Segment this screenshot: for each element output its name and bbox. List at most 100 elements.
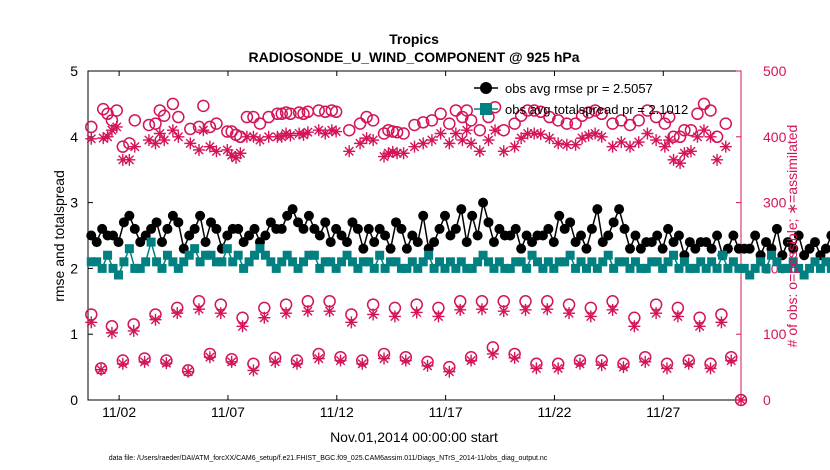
- obs-assimilated-marker: [486, 347, 499, 360]
- obs-possible-marker: [142, 118, 156, 132]
- rmse-point: [673, 230, 684, 241]
- rmse-point: [445, 230, 456, 241]
- rmse-point: [325, 237, 336, 248]
- rmse-point: [804, 243, 815, 254]
- obs-assimilated-marker: [617, 361, 630, 374]
- spread-point: [304, 250, 314, 260]
- obs-assimilated-marker: [128, 140, 141, 153]
- spread-point: [560, 257, 570, 267]
- rmse-point: [701, 237, 712, 248]
- spread-point: [184, 250, 194, 260]
- rmse-point: [826, 230, 830, 241]
- obs-assimilated-marker: [290, 357, 303, 370]
- spread-point: [266, 257, 276, 267]
- spread-point: [734, 263, 744, 273]
- spread-point: [625, 263, 635, 273]
- rmse-point: [614, 204, 625, 215]
- obs-possible-marker: [678, 123, 691, 137]
- legend-rmse-label: obs avg rmse pr = 2.5057: [505, 81, 653, 96]
- rmse-point: [657, 243, 668, 254]
- y-tick-label-right: 0: [763, 392, 771, 408]
- rmse-point: [597, 237, 608, 248]
- rmse-point: [608, 217, 619, 228]
- spread-point: [669, 250, 679, 260]
- obs-possible-marker: [662, 110, 676, 124]
- obs-possible-marker: [595, 107, 608, 121]
- rmse-point: [342, 237, 353, 248]
- spread-point: [320, 257, 330, 267]
- obs-assimilated-marker: [193, 303, 206, 316]
- obs-assimilated-marker: [475, 303, 488, 316]
- spread-point: [206, 250, 216, 260]
- obs-assimilated-marker: [160, 357, 173, 370]
- obs-assimilated-marker: [543, 132, 556, 145]
- obs-possible-marker: [704, 104, 717, 117]
- rmse-point: [810, 237, 821, 248]
- obs-assimilated-marker: [293, 127, 306, 140]
- rmse-point: [113, 237, 124, 248]
- spread-point: [630, 257, 640, 267]
- spread-point: [598, 257, 608, 267]
- rmse-point: [396, 223, 407, 234]
- rmse-point: [548, 237, 559, 248]
- obs-possible-marker: [312, 104, 325, 117]
- obs-assimilated-marker: [473, 145, 486, 158]
- rmse-point: [151, 217, 162, 228]
- obs-assimilated-marker: [623, 140, 636, 153]
- spread-point: [195, 257, 205, 267]
- spread-point: [435, 257, 445, 267]
- obs-possible-marker: [416, 116, 430, 129]
- obs-possible-marker: [521, 104, 534, 117]
- rmse-point: [195, 210, 206, 221]
- spread-point: [424, 250, 434, 260]
- obs-assimilated-marker: [382, 147, 395, 160]
- obs-assimilated-marker: [552, 362, 565, 375]
- obs-possible-marker: [210, 117, 223, 130]
- obs-assimilated-marker: [360, 132, 373, 145]
- rmse-point: [309, 223, 320, 234]
- obs-assimilated-marker: [110, 120, 123, 133]
- rmse-point: [222, 230, 233, 241]
- obs-possible-marker: [473, 123, 487, 137]
- legend-spread-marker: [480, 103, 492, 115]
- rmse-point: [249, 223, 260, 234]
- obs-assimilated-marker: [693, 320, 706, 333]
- spread-point: [228, 257, 238, 267]
- obs-possible-marker: [575, 109, 589, 122]
- obs-assimilated-marker: [127, 324, 140, 337]
- obs-possible-marker: [247, 110, 260, 124]
- obs-assimilated-marker: [589, 127, 602, 140]
- spread-point: [386, 257, 396, 267]
- spread-point: [162, 250, 172, 260]
- spread-point: [135, 263, 145, 273]
- spread-point: [337, 257, 347, 267]
- chart-subtitle: RADIOSONDE_U_WIND_COMPONENT @ 925 hPa: [248, 49, 579, 65]
- rmse-point: [461, 237, 472, 248]
- obs-assimilated-marker: [203, 140, 216, 153]
- obs-assimilated-marker: [530, 362, 543, 375]
- rmse-point: [570, 237, 581, 248]
- spread-point: [429, 263, 439, 273]
- obs-possible-marker: [508, 117, 521, 130]
- rmse-point: [586, 223, 597, 234]
- obs-assimilated-marker: [378, 150, 391, 163]
- obs-assimilated-marker: [497, 145, 510, 158]
- rmse-point: [91, 237, 102, 248]
- spread-point: [777, 263, 787, 273]
- obs-assimilated-marker: [297, 128, 310, 141]
- spread-point: [549, 263, 559, 273]
- rmse-point: [543, 223, 554, 234]
- rmse-point: [782, 237, 793, 248]
- spread-point: [576, 257, 586, 267]
- obs-possible-marker: [390, 125, 404, 139]
- chart-title: Tropics: [389, 31, 439, 47]
- spread-point: [103, 250, 113, 260]
- spread-point: [451, 263, 461, 273]
- obs-assimilated-marker: [443, 137, 456, 150]
- obs-possible-marker: [197, 99, 210, 113]
- rmse-point: [429, 237, 440, 248]
- obs-assimilated-marker: [354, 137, 367, 150]
- spread-point: [652, 257, 662, 267]
- obs-assimilated-marker: [301, 305, 314, 318]
- obs-assimilated-marker: [386, 145, 399, 158]
